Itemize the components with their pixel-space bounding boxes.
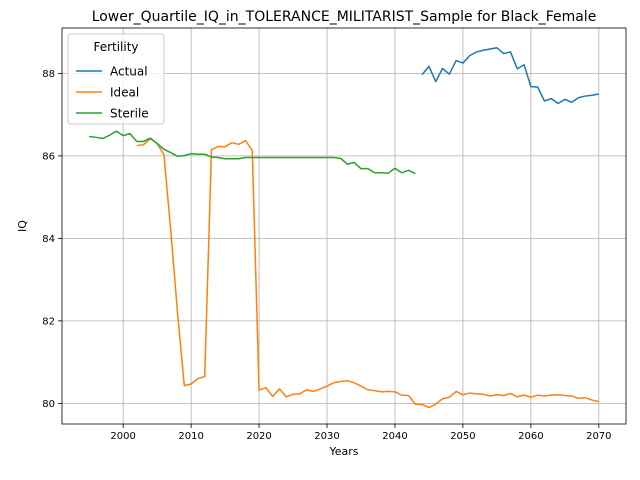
x-axis-ticks: 2000 2010 2020 2030 2040 2050 2060 2070 [110,424,612,442]
x-tick-label: 2060 [518,431,543,442]
y-tick-label: 88 [42,69,55,80]
x-tick-label: 2030 [314,431,339,442]
y-tick-label: 84 [42,234,55,245]
legend-label-actual: Actual [110,65,148,79]
x-tick-label: 2020 [246,431,271,442]
y-tick-label: 80 [42,399,55,410]
series-line-actual [421,47,599,105]
legend-box [67,33,165,125]
legend-label-ideal: Ideal [110,86,139,100]
series-line-sterile [89,130,416,175]
x-tick-label: 2050 [450,431,475,442]
y-tick-label: 86 [42,151,55,162]
grid [62,28,626,424]
x-axis-label: Years [328,445,358,458]
x-tick-label: 2010 [178,431,203,442]
legend: Fertility Actual Ideal Sterile [67,33,165,125]
x-tick-label: 2040 [382,431,407,442]
y-axis-ticks: 80 82 84 86 88 [42,69,62,410]
plot-area-frame [61,27,627,425]
x-tick-label: 2070 [586,431,611,442]
series-line-ideal [136,137,599,409]
legend-title: Fertility [93,40,138,54]
series-lines [89,47,599,409]
y-tick-label: 82 [42,316,55,327]
y-axis-label: IQ [16,220,29,232]
legend-label-sterile: Sterile [110,107,149,121]
chart-title: Lower_Quartile_IQ_in_TOLERANCE_MILITARIS… [92,9,597,25]
x-tick-label: 2000 [110,431,135,442]
